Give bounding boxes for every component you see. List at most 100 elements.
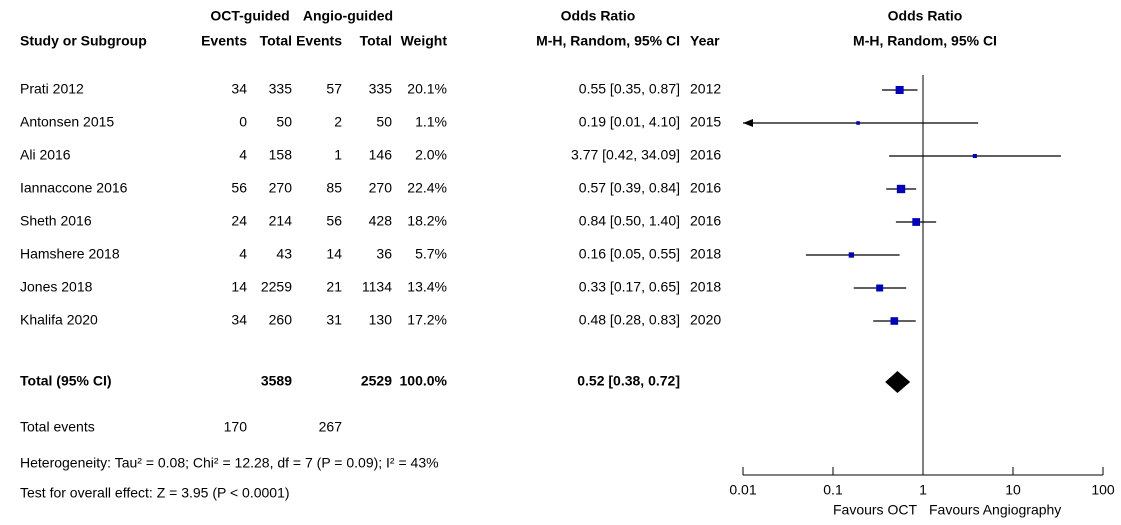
cell: 0.55 [0.35, 0.87] — [579, 81, 680, 97]
cell: 267 — [319, 419, 343, 435]
cell: 21 — [326, 279, 342, 295]
column-header: M-H, Random, 95% CI — [536, 33, 680, 49]
cell: 17.2% — [407, 312, 447, 328]
point-estimate — [890, 317, 899, 325]
cell: 2020 — [690, 312, 721, 328]
study-name: Jones 2018 — [20, 279, 93, 295]
cell: 130 — [369, 312, 393, 328]
cell: 24 — [231, 213, 247, 229]
column-header: Events — [296, 33, 342, 49]
cell: 2016 — [690, 147, 721, 163]
point-estimate — [896, 184, 906, 194]
cell: 14 — [326, 246, 342, 262]
cell: 2012 — [690, 81, 721, 97]
cell: 0.19 [0.01, 4.10] — [579, 114, 680, 130]
point-estimate — [972, 153, 977, 159]
column-header: Weight — [401, 33, 448, 49]
group-header: Odds Ratio — [888, 8, 963, 24]
cell: 2.0% — [415, 147, 447, 163]
cell: 3589 — [261, 373, 292, 389]
cell: 85 — [326, 180, 342, 196]
cell: 2016 — [690, 213, 721, 229]
cell: 14 — [231, 279, 247, 295]
point-estimate — [848, 252, 855, 258]
column-header: Year — [690, 33, 720, 49]
column-header: M-H, Random, 95% CI — [853, 33, 997, 49]
cell: 36 — [376, 246, 392, 262]
cell: 5.7% — [415, 246, 447, 262]
cell: 4 — [239, 147, 247, 163]
x-tick-label: 10 — [1005, 482, 1021, 498]
point-estimate — [876, 284, 884, 292]
cell: 2259 — [261, 279, 292, 295]
cell: 158 — [269, 147, 293, 163]
cell: 2529 — [361, 373, 392, 389]
cell: 56 — [231, 180, 247, 196]
group-header: Odds Ratio — [561, 8, 636, 24]
study-name: Iannaccone 2016 — [20, 180, 128, 196]
cell: 18.2% — [407, 213, 447, 229]
cell: 0.16 [0.05, 0.55] — [579, 246, 680, 262]
ci-arrow — [743, 119, 753, 127]
cell: 0 — [239, 114, 247, 130]
cell: 0.84 [0.50, 1.40] — [579, 213, 680, 229]
column-header: Events — [201, 33, 247, 49]
cell: 335 — [369, 81, 393, 97]
cell: 2015 — [690, 114, 721, 130]
cell: 56 — [326, 213, 342, 229]
column-header: Total — [260, 33, 292, 49]
study-name: Ali 2016 — [20, 147, 71, 163]
cell: 170 — [224, 419, 248, 435]
x-tick-label: 1 — [919, 482, 927, 498]
cell: 50 — [276, 114, 292, 130]
point-estimate — [895, 85, 904, 95]
summary-diamond — [885, 371, 911, 393]
cell: 13.4% — [407, 279, 447, 295]
cell: 146 — [369, 147, 393, 163]
study-name: Hamshere 2018 — [20, 246, 120, 262]
x-tick-label: 100 — [1091, 482, 1115, 498]
cell: 0.48 [0.28, 0.83] — [579, 312, 680, 328]
x-tick-label: 0.1 — [823, 482, 843, 498]
column-header: Total — [360, 33, 392, 49]
cell: 50 — [376, 114, 392, 130]
point-estimate — [856, 121, 860, 125]
cell: 3.77 [0.42, 34.09] — [571, 147, 680, 163]
study-name: Prati 2012 — [20, 81, 84, 97]
group-header: OCT-guided — [210, 8, 289, 24]
cell: 1134 — [362, 279, 392, 295]
cell: 214 — [269, 213, 293, 229]
cell: 31 — [326, 312, 342, 328]
total-events-label: Total events — [20, 419, 95, 435]
cell: 270 — [269, 180, 293, 196]
total-label: Total (95% CI) — [20, 373, 112, 389]
cell: 43 — [276, 246, 292, 262]
study-name: Sheth 2016 — [20, 213, 92, 229]
study-name: Antonsen 2015 — [20, 114, 114, 130]
cell: 1 — [334, 147, 342, 163]
cell: 335 — [269, 81, 293, 97]
cell: 34 — [231, 312, 247, 328]
cell: 34 — [231, 81, 247, 97]
cell: 2 — [334, 114, 342, 130]
favours-label: Favours Angiography — [929, 502, 1061, 518]
cell: 2016 — [690, 180, 721, 196]
study-name: Khalifa 2020 — [20, 312, 98, 328]
heterogeneity: Heterogeneity: Tau² = 0.08; Chi² = 12.28… — [20, 455, 439, 471]
cell: 1.1% — [415, 114, 447, 130]
cell: 2018 — [690, 279, 721, 295]
cell: 2018 — [690, 246, 721, 262]
cell: 22.4% — [407, 180, 447, 196]
group-header: Angio-guided — [303, 8, 393, 24]
cell: 0.33 [0.17, 0.65] — [579, 279, 680, 295]
overall-effect: Test for overall effect: Z = 3.95 (P < 0… — [20, 485, 290, 501]
cell: 270 — [369, 180, 393, 196]
favours-label: Favours OCT — [833, 502, 917, 518]
column-header: Study or Subgroup — [20, 33, 147, 49]
cell: 0.52 [0.38, 0.72] — [577, 373, 680, 389]
cell: 260 — [269, 312, 293, 328]
x-tick-label: 0.01 — [729, 482, 756, 498]
cell: 4 — [239, 246, 247, 262]
cell: 0.57 [0.39, 0.84] — [579, 180, 680, 196]
